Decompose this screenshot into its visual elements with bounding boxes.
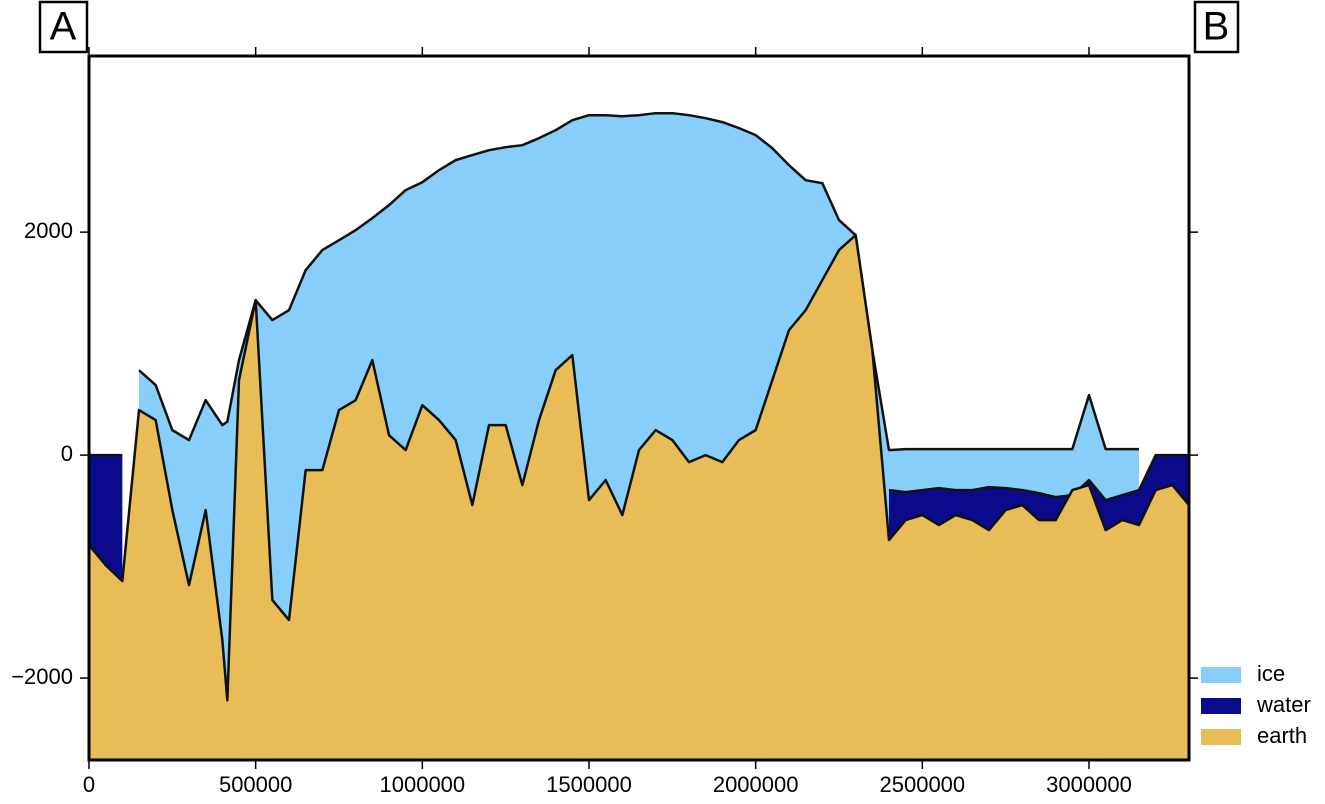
- x-tick-label: 500000: [219, 772, 292, 797]
- legend-swatch: [1201, 698, 1241, 714]
- legend-swatch: [1201, 729, 1241, 745]
- y-tick-label: 0: [61, 441, 73, 466]
- legend-label: ice: [1257, 661, 1285, 686]
- label-box: [1193, 0, 1240, 54]
- annotation: A: [50, 5, 77, 49]
- area-line: [88, 233, 1190, 702]
- x-tick-label: 1000000: [380, 772, 466, 797]
- y-tick-label: −2000: [11, 664, 73, 689]
- x-tick-label: 1500000: [546, 772, 632, 797]
- legend-label: water: [1256, 692, 1311, 717]
- x-tick-label: 2000000: [713, 772, 799, 797]
- label-box: [38, 0, 89, 54]
- x-tick-label: 0: [83, 772, 95, 797]
- annotation: B: [1203, 5, 1230, 49]
- x-tick-label: 3000000: [1046, 772, 1132, 797]
- legend-swatch: [1201, 667, 1241, 683]
- y-tick-label: 2000: [24, 218, 73, 243]
- x-tick-label: 2500000: [880, 772, 966, 797]
- legend-label: earth: [1257, 723, 1307, 748]
- area-line: [888, 453, 1189, 502]
- area-line: [138, 111, 1139, 452]
- frame: [87, 54, 1191, 762]
- area-fill: [89, 235, 1189, 761]
